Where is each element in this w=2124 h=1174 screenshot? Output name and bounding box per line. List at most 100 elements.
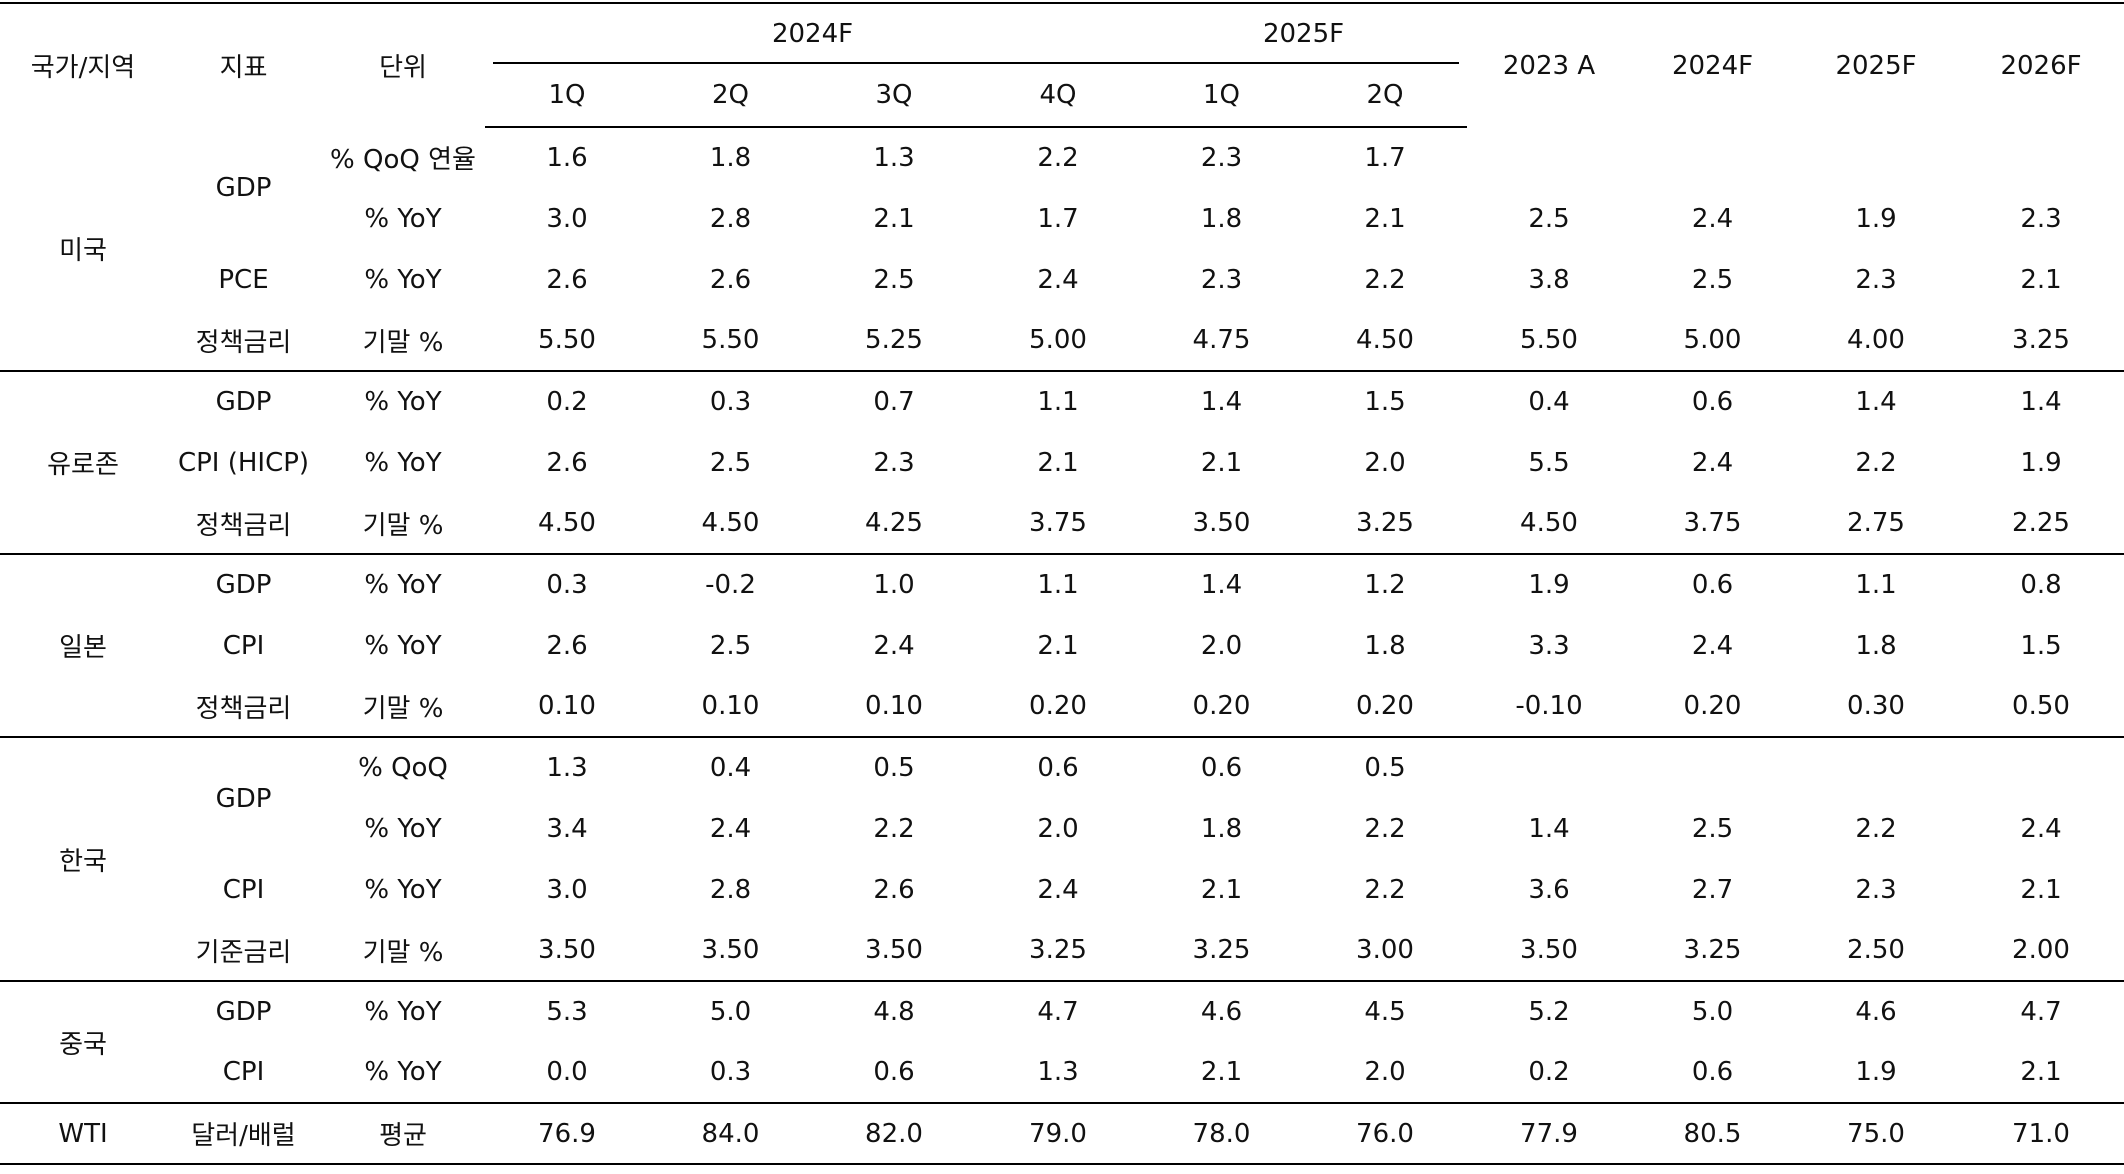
- unit-cell: % YoY: [364, 570, 442, 600]
- value-cell: 2.1: [1037, 447, 1079, 478]
- indicator-cell: CPI (HICP): [177, 447, 310, 478]
- value-cell: 1.4: [1200, 387, 1243, 417]
- value-cell: 5.00: [1029, 325, 1087, 355]
- value-cell: 4.7: [2020, 997, 2062, 1027]
- value-cell: 1.4: [1528, 813, 1570, 844]
- indicator-cell: GDP: [215, 997, 272, 1027]
- value-cell: 4.7: [1037, 997, 1079, 1027]
- value-cell: 2.75: [1847, 508, 1905, 538]
- value-cell: 1.4: [1200, 570, 1243, 600]
- unit-cell: 기말 %: [362, 937, 444, 968]
- value-cell: 2.00: [2012, 935, 2070, 965]
- value-cell: 0.10: [865, 691, 923, 721]
- value-cell: 3.75: [1029, 508, 1087, 538]
- unit-cell: % YoY: [364, 203, 442, 234]
- value-cell: 1.2: [1364, 570, 1406, 600]
- value-cell: 3.00: [1356, 935, 1414, 965]
- value-cell: 1.9: [1855, 1057, 1897, 1087]
- value-cell: 2.4: [1037, 264, 1079, 295]
- value-cell: 5.50: [1520, 325, 1578, 355]
- indicator-cell: CPI: [222, 1057, 265, 1087]
- indicator-cell: 기준금리: [195, 937, 292, 968]
- value-cell: 3.6: [1528, 874, 1570, 905]
- value-cell: 0.20: [1356, 691, 1414, 721]
- value-cell: 2.6: [546, 264, 588, 295]
- value-cell: 1.7: [1037, 203, 1079, 234]
- table-row: 유로존 GDP % YoY 0.2 0.3 0.7 1.1 1.4 1.5 0.4 0.6 1.4 1.…: [0, 371, 2124, 480]
- value-cell: 2.2: [1855, 447, 1897, 478]
- value-cell: 1.3: [873, 143, 915, 173]
- table-row: PCE % YoY 2.6 2.6 2.5 2.4 2.3 2.2 3.8 2.5 2.3 2.1: [0, 249, 2124, 310]
- country-cell: 중국: [59, 1029, 107, 1060]
- value-cell: 5.5: [1528, 447, 1570, 478]
- value-cell: 0.3: [709, 387, 752, 417]
- value-cell: 4.25: [865, 508, 923, 538]
- value-cell: [1631, 127, 1794, 188]
- value-cell: 1.5: [2020, 630, 2062, 661]
- value-cell: 3.25: [1029, 935, 1087, 965]
- value-cell: 2.1: [1200, 447, 1243, 478]
- value-cell: 82.0: [865, 1118, 923, 1149]
- value-cell: 1.8: [709, 143, 752, 173]
- value-cell: 1.1: [1037, 387, 1079, 417]
- country-group: 한국 GDP % QoQ 1.3 0.4 0.5 0.6 0.6 0.5 % YoY 3.4 2.4 2…: [0, 737, 2124, 981]
- unit-cell: 기말 %: [362, 510, 444, 541]
- value-cell: 2.5: [1691, 264, 1734, 295]
- value-cell: 2.2: [1364, 264, 1406, 295]
- value-cell: 77.9: [1520, 1118, 1578, 1149]
- value-cell: [1958, 127, 2124, 188]
- value-cell: 1.9: [2020, 447, 2062, 478]
- value-cell: 0.8: [2020, 570, 2062, 600]
- indicator-cell: 정책금리: [195, 327, 292, 358]
- value-cell: 0.6: [1037, 753, 1079, 783]
- value-cell: 0.50: [2012, 691, 2070, 721]
- value-cell: 1.8: [1855, 630, 1897, 661]
- value-cell: 1.3: [1037, 1057, 1079, 1087]
- value-cell: 5.0: [709, 997, 752, 1027]
- country-group: WTI 달러/배럴 평균 76.9 84.0 82.0 79.0 78.0 76.0 77.9 80…: [0, 1103, 2124, 1164]
- table-row: 일본 GDP % YoY 0.3 -0.2 1.0 1.1 1.4 1.2 1.9 0.6 1.1 0.…: [0, 554, 2124, 663]
- value-cell: 76.0: [1356, 1118, 1414, 1149]
- header-quarter: 1Q: [1140, 64, 1303, 128]
- value-cell: 2.6: [546, 630, 588, 661]
- value-cell: [1794, 127, 1958, 188]
- country-cell: WTI: [58, 1118, 108, 1149]
- value-cell: 2.5: [1691, 813, 1734, 844]
- value-cell: 1.9: [1528, 570, 1570, 600]
- value-cell: 5.2: [1528, 997, 1570, 1027]
- value-cell: 2.1: [1200, 874, 1243, 905]
- value-cell: 2.7: [1691, 874, 1734, 905]
- value-cell: [1631, 737, 1794, 798]
- value-cell: 4.50: [1520, 508, 1578, 538]
- value-cell: 3.50: [1520, 935, 1578, 965]
- value-cell: 2.1: [2020, 264, 2062, 295]
- value-cell: 2.50: [1847, 935, 1905, 965]
- header-quarter: 2Q: [649, 64, 812, 128]
- table-row: 미국 GDP % QoQ 연율 1.6 1.8 1.3 2.2 2.3 1.7: [0, 127, 2124, 266]
- value-cell: 2.3: [1200, 264, 1243, 295]
- value-cell: 2.25: [2012, 508, 2070, 538]
- value-cell: 2.4: [1691, 630, 1734, 661]
- country-cell: 미국: [59, 236, 107, 266]
- value-cell: 3.3: [1528, 630, 1570, 661]
- value-cell: 2.5: [709, 447, 752, 478]
- indicator-cell: 달러/배럴: [191, 1121, 296, 1151]
- value-cell: 0.2: [1528, 1057, 1570, 1087]
- value-cell: 3.25: [1683, 935, 1742, 965]
- value-cell: 4.00: [1847, 325, 1905, 355]
- unit-cell: % YoY: [364, 447, 442, 478]
- header-quarter: 4Q: [976, 64, 1140, 128]
- unit-cell: % YoY: [364, 813, 442, 844]
- value-cell: 5.50: [701, 325, 760, 355]
- value-cell: 1.1: [1037, 570, 1079, 600]
- table-row: % YoY 3.4 2.4 2.2 2.0 1.8 2.2 1.4 2.5 2.2 2.4: [0, 798, 2124, 859]
- header-annual: 2025F: [1835, 50, 1917, 81]
- indicator-cell: CPI: [222, 874, 265, 905]
- value-cell: 3.25: [2012, 325, 2070, 355]
- value-cell: 2.3: [1855, 264, 1897, 295]
- value-cell: 2.2: [1364, 874, 1406, 905]
- value-cell: 1.1: [1855, 570, 1897, 600]
- country-group: 일본 GDP % YoY 0.3 -0.2 1.0 1.1 1.4 1.2 1.9 0.6 1.1 0.…: [0, 554, 2124, 737]
- value-cell: 0.10: [701, 691, 760, 721]
